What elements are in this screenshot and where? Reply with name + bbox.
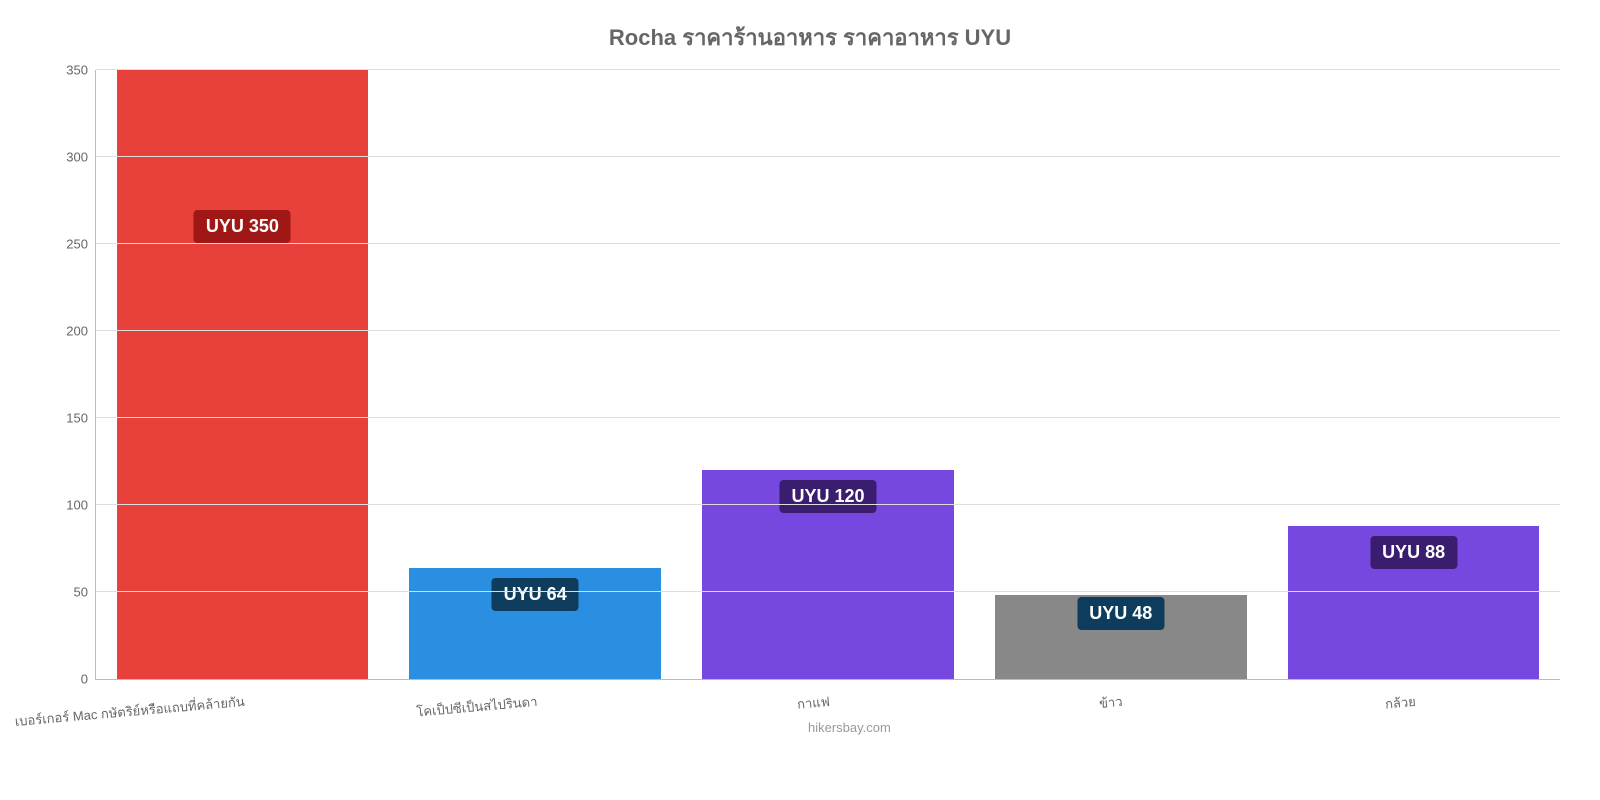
bar-value-label: UYU 64 bbox=[492, 578, 579, 611]
ytick-label: 200 bbox=[66, 324, 96, 339]
bar: UYU 350 bbox=[117, 70, 369, 679]
xtick-label: เบอร์เกอร์ Mac กษัตริย์หรือแถบที่คล้ายกั… bbox=[13, 679, 246, 732]
bar: UYU 64 bbox=[409, 568, 661, 679]
chart-container: Rocha ราคาร้านอาหาร ราคาอาหาร UYU UYU 35… bbox=[60, 20, 1560, 720]
bar-slot: UYU 64โคเป็ปซีเป็นสไปรินดา bbox=[389, 70, 682, 679]
bar-slot: UYU 88กล้วย bbox=[1267, 70, 1560, 679]
ytick-label: 100 bbox=[66, 498, 96, 513]
gridline bbox=[96, 330, 1560, 331]
bar: UYU 120 bbox=[702, 470, 954, 679]
bar: UYU 88 bbox=[1288, 526, 1540, 679]
bars-row: UYU 350เบอร์เกอร์ Mac กษัตริย์หรือแถบที่… bbox=[96, 70, 1560, 679]
bar-value-label: UYU 48 bbox=[1077, 597, 1164, 630]
plot-area: UYU 350เบอร์เกอร์ Mac กษัตริย์หรือแถบที่… bbox=[95, 70, 1560, 680]
gridline bbox=[96, 156, 1560, 157]
bar-slot: UYU 350เบอร์เกอร์ Mac กษัตริย์หรือแถบที่… bbox=[96, 70, 389, 679]
bar-value-label: UYU 120 bbox=[779, 480, 876, 513]
bar-value-label: UYU 88 bbox=[1370, 536, 1457, 569]
bar-slot: UYU 120กาแฟ bbox=[682, 70, 975, 679]
bar-value-label: UYU 350 bbox=[194, 210, 291, 243]
watermark: hikersbay.com bbox=[808, 720, 891, 735]
ytick-label: 0 bbox=[81, 672, 96, 687]
ytick-label: 300 bbox=[66, 150, 96, 165]
chart-title: Rocha ราคาร้านอาหาร ราคาอาหาร UYU bbox=[60, 20, 1560, 55]
xtick-label: โคเป็ปซีเป็นสไปรินดา bbox=[414, 679, 538, 722]
gridline bbox=[96, 69, 1560, 70]
xtick-label: ข้าว bbox=[1097, 679, 1123, 714]
ytick-label: 250 bbox=[66, 237, 96, 252]
gridline bbox=[96, 504, 1560, 505]
gridline bbox=[96, 417, 1560, 418]
ytick-label: 350 bbox=[66, 63, 96, 78]
gridline bbox=[96, 591, 1560, 592]
gridline bbox=[96, 243, 1560, 244]
bar-slot: UYU 48ข้าว bbox=[974, 70, 1267, 679]
ytick-label: 50 bbox=[74, 585, 96, 600]
xtick-label: กล้วย bbox=[1383, 679, 1417, 715]
xtick-label: กาแฟ bbox=[795, 679, 831, 715]
ytick-label: 150 bbox=[66, 411, 96, 426]
bar: UYU 48 bbox=[995, 595, 1247, 679]
